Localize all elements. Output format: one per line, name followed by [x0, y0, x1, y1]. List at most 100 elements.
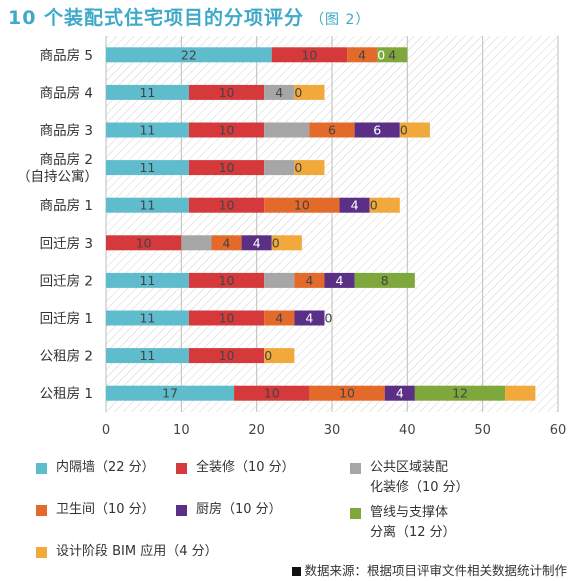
- x-tick-label: 60: [550, 423, 567, 438]
- data-label: 10: [294, 198, 310, 213]
- legend-label-line: 内隔墙（22 分）: [56, 460, 155, 475]
- data-label: 4: [388, 47, 396, 62]
- legend-label-line: 分离（12 分）: [370, 525, 456, 540]
- data-label: 11: [139, 311, 155, 326]
- data-label: 10: [136, 235, 152, 250]
- data-label: 4: [305, 311, 313, 326]
- data-label: 11: [139, 348, 155, 363]
- data-label: 11: [139, 85, 155, 100]
- x-tick-label: 0: [102, 423, 110, 438]
- data-label: 10: [301, 47, 317, 62]
- legend-label-line: 化装修（10 分）: [370, 480, 469, 495]
- category-label: 商品房 4: [40, 85, 93, 101]
- category-label: 商品房 2: [40, 152, 93, 168]
- bar-segment: [414, 385, 506, 401]
- legend-label: 设计阶段 BIM 应用（4 分）: [56, 542, 218, 562]
- bar-segment: [211, 235, 242, 251]
- category-label: 商品房 5: [40, 48, 93, 64]
- data-label: 4: [396, 386, 404, 401]
- bar-segment: [294, 310, 325, 326]
- category-label: 回迁房 1: [40, 311, 93, 327]
- data-label: 11: [139, 123, 155, 138]
- bar-segment: [106, 348, 189, 364]
- category-label: 商品房 1: [40, 198, 93, 214]
- x-tick-label: 30: [324, 423, 341, 438]
- category-label: 公租房 2: [40, 349, 93, 365]
- bar-segment: [369, 197, 400, 213]
- bar-segment: [264, 84, 295, 100]
- category-label: 公租房 1: [40, 386, 93, 402]
- bar-segment: [264, 122, 310, 138]
- bar-segment: [354, 272, 415, 288]
- data-label: 0: [294, 85, 302, 100]
- legend-label: 全装修（10 分）: [196, 458, 295, 478]
- legend-label-line: 卫生间（10 分）: [56, 502, 155, 517]
- bar-segment: [188, 197, 265, 213]
- bar-segment: [106, 235, 182, 251]
- legend-label-line: 厨房（10 分）: [196, 502, 282, 517]
- data-label: 22: [181, 47, 197, 62]
- chart-subtitle: （图 2）: [310, 12, 371, 28]
- data-label: 12: [452, 386, 468, 401]
- chart-title: 10 个装配式住宅项目的分项评分 （图 2）: [8, 7, 371, 29]
- data-label: 0: [377, 47, 385, 62]
- legend-label-line: 设计阶段 BIM 应用（4 分）: [56, 544, 218, 559]
- legend-label: 厨房（10 分）: [196, 500, 282, 520]
- legend-swatch: [176, 463, 187, 474]
- bar-segment: [234, 385, 310, 401]
- category-label: 回迁房 2: [40, 273, 93, 289]
- data-label: 0: [324, 311, 332, 326]
- bar-segment: [188, 310, 265, 326]
- bar-segment: [264, 272, 295, 288]
- bar-segment: [188, 272, 265, 288]
- data-label: 10: [219, 273, 235, 288]
- bar-segment: [181, 235, 212, 251]
- data-label: 4: [275, 85, 283, 100]
- data-label: 11: [139, 273, 155, 288]
- square-bullet-icon: [292, 567, 302, 576]
- bar-segment: [188, 84, 265, 100]
- legend-swatch: [36, 505, 47, 516]
- data-label: 4: [275, 311, 283, 326]
- bar-segment: [354, 122, 400, 138]
- bar-segment: [188, 122, 265, 138]
- data-label: 6: [373, 123, 381, 138]
- data-label: 0: [294, 160, 302, 175]
- data-label: 10: [219, 311, 235, 326]
- bar-segment: [384, 385, 415, 401]
- data-label: 10: [219, 123, 235, 138]
- legend-label-line: 全装修（10 分）: [196, 460, 295, 475]
- data-label: 10: [219, 160, 235, 175]
- bar-segment: [264, 197, 340, 213]
- x-tick-label: 10: [173, 423, 190, 438]
- bar-segment: [505, 385, 536, 401]
- category-label: 回迁房 3: [40, 236, 93, 252]
- legend-label: 卫生间（10 分）: [56, 500, 155, 520]
- legend-label: 内隔墙（22 分）: [56, 458, 155, 478]
- bar-segment: [106, 47, 272, 63]
- data-label: 17: [162, 386, 178, 401]
- data-label: 0: [370, 198, 378, 213]
- data-label: 8: [381, 273, 389, 288]
- legend-label: 管线与支撑体 分离（12 分）: [370, 503, 456, 543]
- legend-swatch: [36, 547, 47, 558]
- bar-segment: [106, 160, 189, 176]
- data-label: 4: [305, 273, 313, 288]
- legend-swatch: [350, 463, 361, 474]
- data-label: 4: [351, 198, 359, 213]
- data-label: 11: [139, 160, 155, 175]
- data-label: 0: [264, 348, 272, 363]
- bar-segment: [106, 84, 189, 100]
- bar-segment: [294, 84, 325, 100]
- bar-segment: [399, 122, 430, 138]
- data-label: 6: [328, 123, 336, 138]
- data-label: 4: [253, 235, 261, 250]
- bar-segment: [264, 310, 295, 326]
- data-label: 4: [223, 235, 231, 250]
- bar-segment: [309, 385, 385, 401]
- bar-segment: [339, 197, 370, 213]
- bar-segment: [294, 272, 325, 288]
- data-label: 0: [400, 123, 408, 138]
- bar-segment: [271, 235, 302, 251]
